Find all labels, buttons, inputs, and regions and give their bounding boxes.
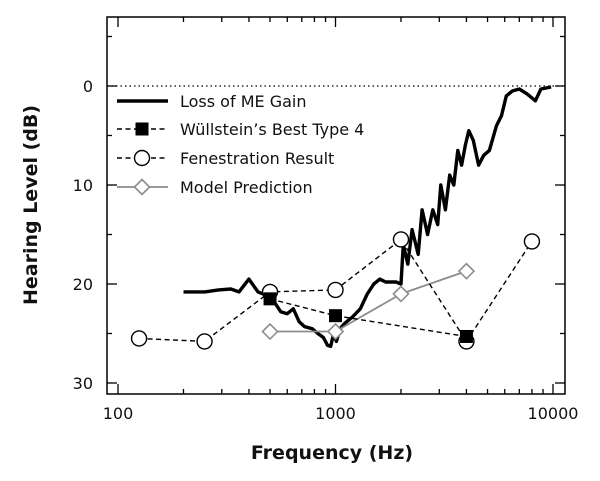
series-layer <box>130 85 552 350</box>
data-point-1-2 <box>459 329 473 343</box>
legend-label-fenestration: Fenestration Result <box>180 149 334 168</box>
y-tick-label-20: 20 <box>73 275 93 294</box>
series-line-3 <box>270 270 467 333</box>
data-point-1-0 <box>263 292 277 306</box>
series-line-0 <box>183 85 552 349</box>
data-point-3-1 <box>326 322 345 341</box>
legend-marker-3 <box>133 178 151 196</box>
axis-ticks <box>107 17 565 394</box>
series-0 <box>183 85 552 349</box>
legend: Loss of ME Gain Wüllstein’s Best Type 4 … <box>117 92 364 197</box>
data-point-3-2 <box>392 285 410 303</box>
y-tick-label-0: 0 <box>83 77 93 96</box>
data-point-2-6 <box>523 233 541 250</box>
y-axis-title: Hearing Level (dB) <box>20 105 42 305</box>
series-1 <box>263 292 473 343</box>
x-axis-title: Frequency (Hz) <box>251 442 413 464</box>
x-tick-label-10000: 10000 <box>528 404 579 423</box>
data-point-1-1 <box>329 309 342 323</box>
series-3 <box>261 262 476 341</box>
legend-label-model-prediction: Model Prediction <box>180 178 313 197</box>
x-tick-label-1000: 1000 <box>315 404 356 423</box>
y-tick-label-10: 10 <box>73 176 93 195</box>
legend-label-wullstein: Wüllstein’s Best Type 4 <box>180 120 364 139</box>
data-point-3-3 <box>457 262 476 280</box>
data-point-2-0 <box>130 330 148 347</box>
y-tick-label-30: 30 <box>73 374 93 393</box>
data-point-2-4 <box>392 231 410 248</box>
legend-label-loss-of-me-gain: Loss of ME Gain <box>180 92 306 111</box>
x-tick-label-100: 100 <box>103 404 134 423</box>
data-point-2-3 <box>327 281 344 299</box>
series-line-1 <box>269 298 467 338</box>
axis-tick-labels: 100 1000 10000 0 10 20 30 <box>73 77 579 423</box>
data-point-2-1 <box>196 333 213 350</box>
legend-marker-1 <box>135 122 149 136</box>
data-point-3-0 <box>261 322 279 341</box>
legend-marker-2 <box>133 149 151 167</box>
